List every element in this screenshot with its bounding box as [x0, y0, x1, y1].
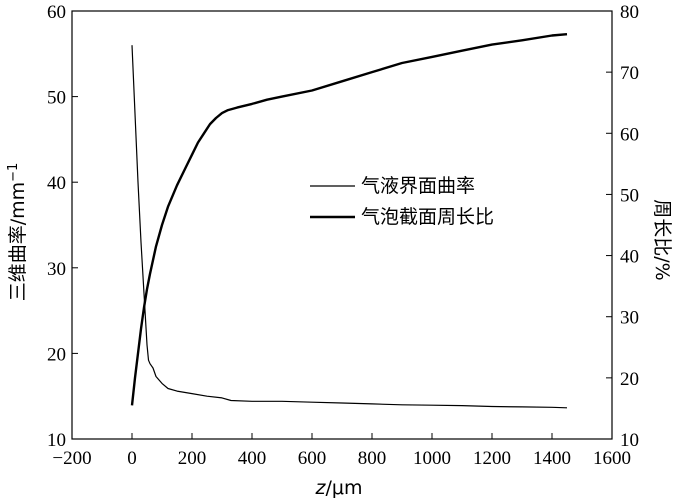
- y-right-tick-label: 20: [620, 369, 639, 390]
- plot-frame: [71, 10, 613, 440]
- y-left-tick-label: 10: [47, 430, 66, 451]
- y-left-tick-label: 60: [47, 2, 66, 23]
- axis-ticks: −200 0 200 400 600 800 1000 1200 1400 16001020304…: [47, 2, 639, 469]
- series-line-curvature: [131, 45, 568, 409]
- x-tick-label: 600: [298, 448, 327, 469]
- y-left-tick-label: 50: [47, 88, 66, 109]
- y-left-tick-label: 20: [47, 344, 66, 365]
- y-right-tick-label: 70: [620, 63, 639, 84]
- x-tick-label: 800: [358, 448, 387, 469]
- series-layer: [130, 33, 568, 409]
- y-right-tick-label: 50: [620, 185, 639, 206]
- x-axis-title: z/μm: [315, 477, 363, 499]
- x-tick-label: 0: [127, 448, 137, 469]
- y-left-axis-title: 三维曲率/mm−1: [6, 163, 29, 302]
- x-tick-label: 1000: [413, 448, 451, 469]
- x-tick-label: 400: [238, 448, 267, 469]
- x-tick-label: 1600: [593, 448, 631, 469]
- y-right-tick-label: 30: [620, 308, 639, 329]
- y-right-tick-label: 80: [620, 2, 639, 23]
- legend-label-curvature: 气液界面曲率: [361, 175, 475, 197]
- x-tick-label: 1200: [473, 448, 511, 469]
- plot-border: [71, 10, 613, 440]
- x-tick-label: 1400: [533, 448, 571, 469]
- series-line-perimeter-ratio: [130, 33, 568, 406]
- y-right-tick-label: 60: [620, 124, 639, 145]
- y-right-tick-label: 40: [620, 247, 639, 268]
- legend: 气液界面曲率 气泡截面周长比: [310, 175, 494, 228]
- x-tick-label: 200: [178, 448, 207, 469]
- y-right-tick-label: 10: [620, 430, 639, 451]
- x-tick-label: −200: [52, 448, 91, 469]
- y-left-tick-label: 30: [47, 259, 66, 280]
- legend-label-perimeter: 气泡截面周长比: [361, 206, 494, 228]
- y-right-axis-title: 周长比/%: [651, 199, 673, 280]
- y-left-tick-label: 40: [47, 173, 66, 194]
